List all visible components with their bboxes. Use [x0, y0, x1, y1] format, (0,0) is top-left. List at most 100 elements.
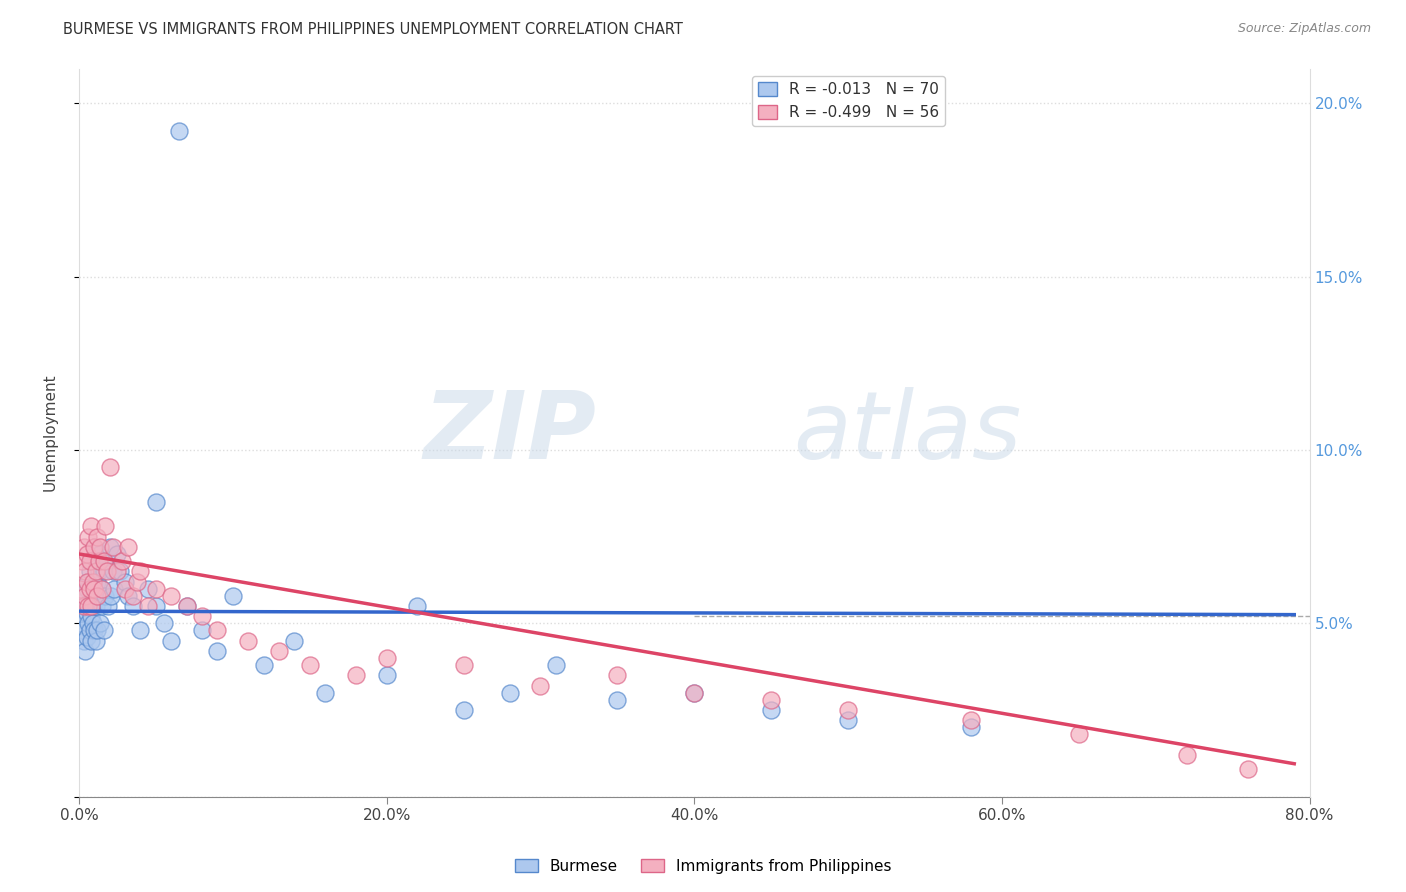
Point: [222, 589, 245, 603]
Point: [103, 582, 125, 596]
Point: [93, 564, 115, 578]
Text: ZIP: ZIP: [423, 386, 596, 479]
Point: [1175, 747, 1198, 762]
Point: [76, 630, 98, 644]
Point: [98, 460, 121, 475]
Point: [70, 609, 93, 624]
Point: [121, 599, 143, 613]
Point: [114, 582, 136, 596]
Point: [252, 657, 274, 672]
Point: [72, 599, 94, 613]
Point: [86, 574, 108, 589]
Point: [89, 540, 111, 554]
Point: [160, 589, 183, 603]
Point: [91, 599, 114, 613]
Point: [91, 582, 114, 596]
Point: [77, 574, 100, 589]
Text: BURMESE VS IMMIGRANTS FROM PHILIPPINES UNEMPLOYMENT CORRELATION CHART: BURMESE VS IMMIGRANTS FROM PHILIPPINES U…: [63, 22, 683, 37]
Point: [114, 574, 136, 589]
Point: [1067, 727, 1090, 741]
Point: [75, 589, 97, 603]
Point: [82, 599, 104, 613]
Point: [344, 668, 367, 682]
Point: [453, 657, 475, 672]
Point: [683, 686, 706, 700]
Point: [98, 540, 121, 554]
Point: [86, 530, 108, 544]
Point: [107, 547, 129, 561]
Point: [80, 599, 103, 613]
Point: [110, 564, 132, 578]
Point: [145, 582, 167, 596]
Point: [1237, 762, 1260, 776]
Point: [91, 582, 114, 596]
Point: [107, 564, 129, 578]
Point: [80, 633, 103, 648]
Point: [79, 582, 101, 596]
Point: [77, 616, 100, 631]
Point: [77, 599, 100, 613]
Point: [89, 616, 111, 631]
Point: [79, 624, 101, 638]
Point: [84, 599, 107, 613]
Point: [86, 589, 108, 603]
Point: [97, 599, 120, 613]
Point: [238, 633, 260, 648]
Point: [314, 686, 336, 700]
Point: [83, 540, 105, 554]
Point: [499, 686, 522, 700]
Point: [72, 599, 94, 613]
Point: [83, 582, 105, 596]
Point: [82, 616, 104, 631]
Point: [145, 599, 167, 613]
Point: [70, 554, 93, 568]
Point: [93, 554, 115, 568]
Y-axis label: Unemployment: Unemployment: [44, 374, 58, 491]
Point: [76, 574, 98, 589]
Point: [75, 564, 97, 578]
Point: [129, 624, 152, 638]
Point: [69, 616, 91, 631]
Point: [544, 657, 567, 672]
Point: [176, 599, 198, 613]
Point: [76, 547, 98, 561]
Point: [127, 574, 149, 589]
Point: [207, 644, 229, 658]
Legend: Burmese, Immigrants from Philippines: Burmese, Immigrants from Philippines: [509, 853, 897, 880]
Point: [191, 624, 214, 638]
Point: [100, 589, 122, 603]
Point: [83, 582, 105, 596]
Point: [145, 495, 167, 509]
Point: [152, 616, 174, 631]
Point: [117, 589, 139, 603]
Point: [83, 624, 105, 638]
Point: [86, 624, 108, 638]
Point: [267, 644, 290, 658]
Point: [84, 564, 107, 578]
Point: [80, 554, 103, 568]
Point: [298, 657, 321, 672]
Point: [191, 609, 214, 624]
Point: [82, 574, 104, 589]
Text: atlas: atlas: [793, 387, 1021, 478]
Point: [87, 589, 110, 603]
Point: [93, 624, 115, 638]
Point: [960, 720, 983, 734]
Point: [136, 599, 159, 613]
Point: [111, 554, 134, 568]
Point: [606, 692, 628, 706]
Point: [69, 582, 91, 596]
Point: [761, 692, 783, 706]
Legend: R = -0.013   N = 70, R = -0.499   N = 56: R = -0.013 N = 70, R = -0.499 N = 56: [752, 76, 945, 126]
Point: [129, 564, 152, 578]
Point: [136, 582, 159, 596]
Point: [167, 124, 190, 138]
Point: [837, 714, 859, 728]
Point: [94, 589, 117, 603]
Point: [207, 624, 229, 638]
Point: [83, 540, 105, 554]
Point: [837, 703, 859, 717]
Point: [84, 633, 107, 648]
Point: [375, 668, 398, 682]
Point: [761, 703, 783, 717]
